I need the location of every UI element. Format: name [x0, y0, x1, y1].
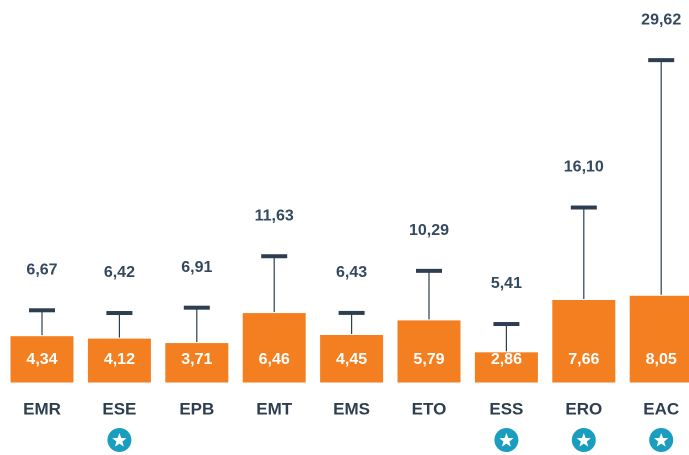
- upper-label: 5,41: [491, 275, 522, 292]
- bar: [164, 342, 230, 384]
- bar: [628, 294, 689, 384]
- value-label: 6,46: [259, 351, 290, 368]
- upper-label: 10,29: [409, 222, 449, 239]
- star-icon: [499, 433, 514, 447]
- category-label: EPB: [179, 399, 214, 418]
- value-label: 4,34: [26, 351, 57, 368]
- value-label: 4,12: [104, 351, 135, 368]
- category-label: EAC: [643, 399, 679, 418]
- whisker-cap: [493, 322, 520, 327]
- bar: [9, 335, 75, 384]
- value-label: 8,05: [646, 351, 677, 368]
- value-label: 7,66: [568, 351, 599, 368]
- upper-label: 11,63: [255, 207, 294, 224]
- whisker-cap: [416, 268, 442, 273]
- whisker-cap: [338, 310, 365, 315]
- whisker-cap: [183, 305, 210, 310]
- star-icon: [112, 433, 127, 447]
- whisker-cap: [570, 205, 597, 210]
- bar: [396, 319, 462, 384]
- category-label: ESE: [102, 399, 136, 418]
- upper-label: 16,10: [564, 159, 604, 176]
- whisker-cap: [106, 311, 133, 316]
- upper-label: 6,91: [181, 259, 212, 276]
- bar: [551, 299, 617, 384]
- category-label: ETO: [412, 399, 447, 418]
- value-label: 5,79: [413, 351, 444, 368]
- upper-label: 6,67: [26, 262, 57, 279]
- bar: [241, 312, 307, 384]
- star-icon: [576, 433, 591, 447]
- bar: [319, 333, 385, 384]
- category-label: ESS: [489, 399, 523, 418]
- bar: [86, 337, 152, 384]
- whisker-cap: [261, 254, 288, 259]
- value-label: 3,71: [181, 351, 212, 368]
- star-icon: [654, 433, 669, 447]
- upper-label: 6,42: [104, 264, 135, 281]
- whisker-cap: [29, 308, 55, 313]
- value-label: 2,86: [491, 351, 522, 368]
- category-label: EMR: [23, 399, 61, 418]
- category-label: EMT: [256, 399, 293, 418]
- bar: [473, 351, 539, 384]
- whisker-cap: [648, 58, 675, 63]
- upper-label: 29,62: [641, 11, 681, 28]
- category-label: ERO: [565, 399, 602, 418]
- upper-label: 6,43: [336, 264, 367, 281]
- category-label: EMS: [333, 399, 370, 418]
- value-label: 4,45: [336, 351, 367, 368]
